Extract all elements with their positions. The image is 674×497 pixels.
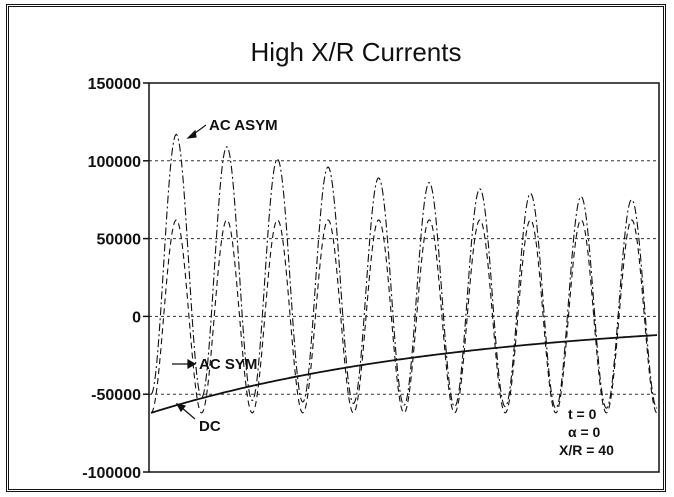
param-xr: X/R = 40 bbox=[559, 442, 614, 458]
arrow-dc-head bbox=[175, 403, 187, 413]
series-dc bbox=[150, 334, 658, 414]
arrow-ac-asym-head bbox=[186, 129, 197, 139]
y-tick-label: 100000 bbox=[88, 154, 141, 171]
chart-title: High X/R Currents bbox=[251, 37, 462, 67]
plot-area-border bbox=[148, 82, 660, 473]
series-ac-asym bbox=[150, 133, 658, 409]
y-axis: 150000 100000 50000 0 -50000 -100000 bbox=[82, 76, 149, 482]
grid bbox=[149, 160, 659, 395]
param-alpha: α = 0 bbox=[568, 424, 601, 440]
y-tick-label: 0 bbox=[132, 309, 141, 326]
chart-frame: High X/R Currents 150000 100000 50000 0 -500… bbox=[6, 4, 666, 492]
chart: High X/R Currents 150000 100000 50000 0 -500… bbox=[82, 37, 660, 482]
label-ac-asym: AC ASYM bbox=[209, 117, 278, 134]
y-tick-label: -50000 bbox=[91, 387, 141, 404]
y-tick-label: 150000 bbox=[88, 76, 141, 93]
series bbox=[150, 133, 658, 414]
annotation-arrows bbox=[172, 124, 207, 420]
label-dc: DC bbox=[199, 418, 221, 435]
label-ac-sym: AC SYM bbox=[199, 356, 257, 373]
param-t: t = 0 bbox=[568, 406, 597, 422]
y-tick-label: 50000 bbox=[97, 232, 142, 249]
y-tick-label: -100000 bbox=[82, 465, 141, 482]
arrow-ac-sym-head bbox=[187, 358, 197, 370]
